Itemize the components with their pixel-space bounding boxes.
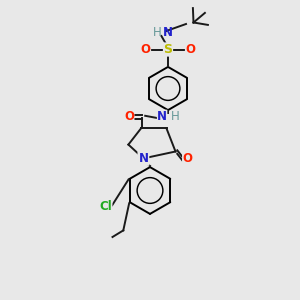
Text: O: O [124,110,134,123]
Text: O: O [182,152,193,165]
Text: H: H [171,110,180,124]
Text: Cl: Cl [99,200,112,214]
Text: N: N [157,110,167,123]
Text: O: O [140,43,151,56]
Text: N: N [163,26,172,39]
Text: O: O [185,43,196,56]
Text: S: S [164,43,172,56]
Text: N: N [138,152,148,165]
Text: H: H [153,26,161,39]
